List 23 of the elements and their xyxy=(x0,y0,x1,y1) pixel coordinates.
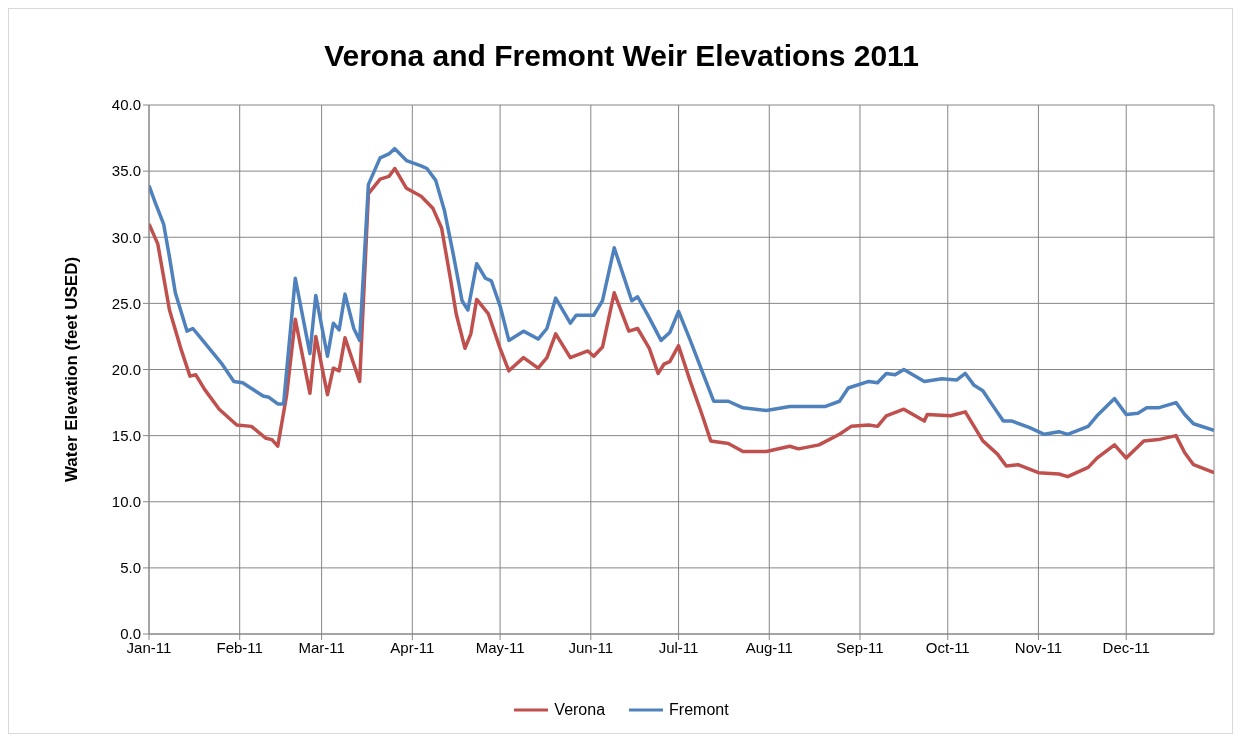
x-tick-label: Feb-11 xyxy=(216,638,263,656)
y-tick-label: 5.0 xyxy=(120,559,141,577)
legend-label: Fremont xyxy=(669,701,729,719)
chart-title: Verona and Fremont Weir Elevations 2011 xyxy=(323,39,920,73)
x-tick-label: Oct-11 xyxy=(925,638,970,656)
y-axis-title: Water Elevation (feet USED) xyxy=(62,256,82,483)
x-tick-label: Jul-11 xyxy=(658,638,699,656)
y-tick-label: 25.0 xyxy=(111,294,141,312)
y-tick-label: 40.0 xyxy=(111,96,141,114)
x-tick-label: Jun-11 xyxy=(568,638,614,656)
x-tick-label: Mar-11 xyxy=(298,638,345,656)
y-tick-label: 35.0 xyxy=(111,162,141,180)
x-tick-label: May-11 xyxy=(475,638,525,656)
x-tick-label: Sep-11 xyxy=(836,638,884,656)
y-tick-label: 20.0 xyxy=(111,360,141,378)
legend-label: Verona xyxy=(554,701,606,719)
y-tick-label: 10.0 xyxy=(111,493,141,511)
y-tick-label: 30.0 xyxy=(111,228,141,246)
y-tick-label: 15.0 xyxy=(111,426,141,444)
x-tick-label: Apr-11 xyxy=(390,638,435,656)
x-tick-label: Aug-11 xyxy=(745,638,793,656)
x-tick-label: Dec-11 xyxy=(1102,638,1150,656)
x-tick-label: Nov-11 xyxy=(1014,638,1063,656)
